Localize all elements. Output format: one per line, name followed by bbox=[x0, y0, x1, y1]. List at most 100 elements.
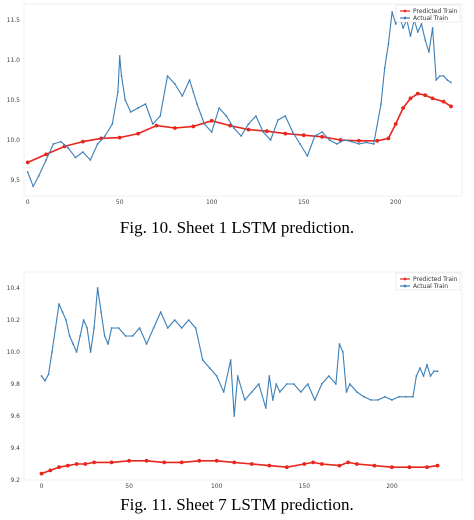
sheet1-actual-point bbox=[306, 155, 309, 157]
sheet1-actual-point bbox=[372, 143, 375, 145]
sheet1-actual-point bbox=[129, 111, 132, 113]
sheet7-actual-point bbox=[103, 335, 106, 337]
sheet1-actual-point bbox=[255, 115, 257, 117]
chart-sheet-7-svg: 9.2 9.4 9.6 9.8 10.0 10.2 10.4 0 50 100 150 200 Pred… bbox=[7, 271, 463, 490]
sheet7-actual-point bbox=[436, 370, 439, 373]
sheet7-x-tick-label: 0 bbox=[40, 483, 44, 490]
sheet1-actual-point bbox=[111, 123, 114, 125]
sheet7-actual-point bbox=[215, 375, 218, 377]
sheet1-actual-point bbox=[402, 27, 404, 29]
sheet1-actual-point bbox=[387, 43, 390, 45]
sheet7-actual-point bbox=[345, 391, 348, 393]
sheet7-actual-point bbox=[229, 359, 232, 361]
sheet1-actual-point bbox=[45, 159, 47, 161]
sheet1-actual-point bbox=[144, 103, 147, 105]
sheet7-actual-point bbox=[65, 319, 67, 321]
sheet1-predicted-point bbox=[430, 96, 435, 101]
sheet1-actual-point bbox=[328, 139, 331, 141]
sheet1-y-tick-label: 10.5 bbox=[7, 97, 21, 104]
sheet1-actual-point bbox=[428, 51, 430, 53]
sheet1-actual-point bbox=[104, 135, 106, 137]
sheet7-actual-point bbox=[187, 319, 190, 321]
sheet1-actual-point bbox=[240, 135, 243, 137]
sheet1-actual-point bbox=[416, 31, 419, 33]
sheet7-actual-point bbox=[422, 375, 425, 377]
sheet1-x-tick-label: 50 bbox=[116, 199, 124, 206]
sheet1-actual-point bbox=[336, 143, 338, 145]
sheet7-actual-point bbox=[159, 311, 162, 313]
sheet7-actual-point bbox=[152, 327, 155, 329]
sheet1-predicted-point bbox=[25, 160, 30, 165]
sheet7-actual-point bbox=[54, 327, 57, 329]
sheet7-y-tick-label: 9.8 bbox=[10, 381, 20, 388]
chart-sheet-1-svg: 9.5 10.0 10.5 11.0 11.5 0 50 100 150 200 Predicted… bbox=[7, 3, 463, 206]
sheet7-y-tick-label: 9.6 bbox=[10, 413, 20, 420]
sheet7-predicted-point bbox=[214, 458, 219, 463]
sheet7-actual-point bbox=[275, 383, 278, 385]
sheet7-predicted-point bbox=[311, 460, 315, 465]
sheet7-actual-point bbox=[415, 375, 418, 377]
sheet7-predicted-point bbox=[372, 463, 377, 468]
sheet7-actual-point bbox=[89, 351, 92, 353]
sheet1-actual-point bbox=[232, 127, 235, 129]
sheet7-actual-point bbox=[327, 375, 330, 377]
sheet1-actual-point bbox=[284, 115, 287, 117]
sheet7-predicted-point bbox=[390, 465, 394, 470]
sheet7-actual-point bbox=[107, 343, 109, 345]
sheet7-actual-point bbox=[335, 383, 337, 385]
sheet1-actual-point bbox=[32, 185, 35, 188]
sheet7-predicted-point bbox=[319, 462, 324, 466]
sheet7-predicted-point bbox=[83, 462, 88, 466]
sheet7-actual-point bbox=[419, 367, 421, 369]
sheet1-actual-point bbox=[218, 107, 221, 109]
sheet7-predicted-point bbox=[302, 462, 307, 466]
sheet1-actual-point bbox=[59, 140, 62, 143]
sheet1-predicted-point bbox=[401, 106, 405, 110]
sheet1-actual-point bbox=[350, 140, 353, 143]
sheet7-predicted-point bbox=[74, 462, 79, 466]
sheet7-actual-point bbox=[44, 379, 46, 382]
sheet7-actual-point bbox=[320, 383, 323, 385]
sheet1-y-tick-label: 11.5 bbox=[7, 17, 21, 24]
sheet7-x-tick-label: 100 bbox=[211, 483, 223, 490]
sheet7-y-tick-label: 9.4 bbox=[10, 445, 20, 452]
sheet1-actual-point bbox=[450, 81, 452, 84]
sheet1-predicted-point bbox=[449, 104, 453, 109]
sheet1-actual-point bbox=[210, 131, 213, 133]
sheet1-actual-point bbox=[203, 123, 206, 125]
sheet7-y-tick-label: 10.2 bbox=[7, 317, 21, 324]
sheet1-actual-point bbox=[446, 79, 449, 81]
sheet1-actual-point bbox=[424, 39, 427, 41]
sheet7-actual-point bbox=[173, 319, 176, 321]
sheet7-actual-point bbox=[349, 383, 351, 385]
sheet7-actual-point bbox=[40, 375, 43, 377]
sheet7-actual-point bbox=[166, 327, 169, 329]
chart-sheet-1: 9.5 10.0 10.5 11.0 11.5 0 50 100 150 200 Predicted… bbox=[0, 0, 474, 212]
sheet1-actual-point bbox=[269, 139, 272, 141]
sheet1-x-tick-label: 200 bbox=[390, 199, 402, 206]
sheet7-actual-point bbox=[68, 335, 71, 337]
sheet1-actual-point bbox=[291, 131, 294, 133]
sheet1-actual-point bbox=[343, 139, 346, 141]
sheet7-predicted-point bbox=[109, 460, 114, 465]
sheet7-actual-point bbox=[250, 391, 253, 393]
sheet7-actual-point bbox=[61, 311, 64, 313]
sheet7-actual-point bbox=[75, 351, 78, 353]
sheet1-predicted-point bbox=[265, 129, 269, 134]
sheet7-x-tick-label: 200 bbox=[386, 483, 398, 490]
sheet7-actual-point bbox=[236, 375, 239, 377]
sheet7-actual-point bbox=[271, 399, 274, 401]
sheet1-actual-point bbox=[137, 107, 140, 109]
sheet1-predicted-point bbox=[408, 96, 413, 101]
sheet1-actual-point bbox=[313, 135, 316, 137]
sheet1-actual-point bbox=[67, 147, 70, 149]
sheet7-actual-point bbox=[306, 383, 309, 385]
sheet1-y-tick-label: 11.0 bbox=[7, 57, 21, 64]
sheet1-predicted-point bbox=[209, 118, 214, 123]
sheet1-actual-point bbox=[391, 11, 393, 13]
sheet1-predicted-point bbox=[301, 133, 306, 138]
sheet7-actual-point bbox=[268, 375, 271, 377]
sheet7-actual-point bbox=[180, 327, 183, 329]
sheet7-predicted-point bbox=[284, 465, 289, 470]
sheet1-actual-point bbox=[74, 156, 77, 159]
